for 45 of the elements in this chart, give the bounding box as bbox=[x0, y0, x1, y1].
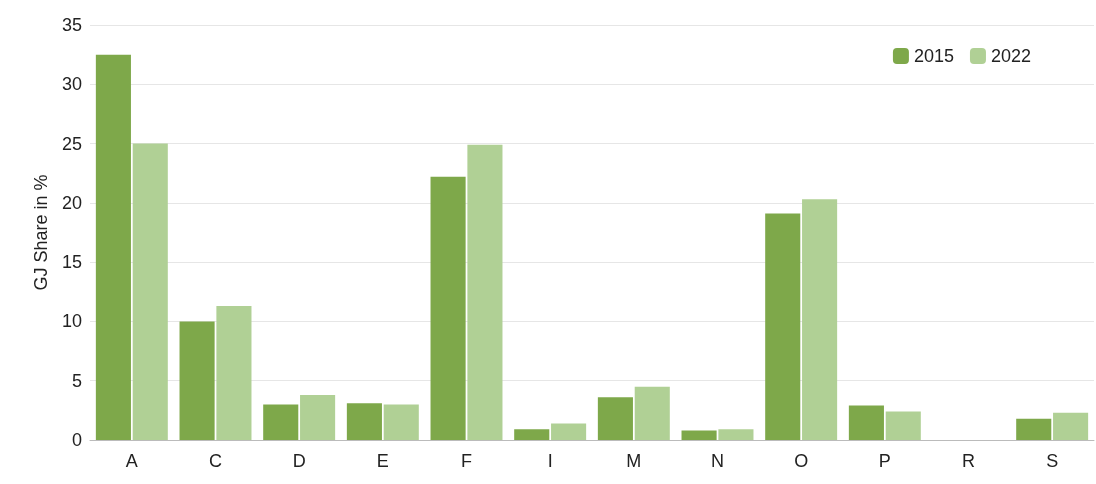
bar bbox=[132, 143, 168, 440]
y-tick-label: 10 bbox=[61, 311, 82, 332]
bar bbox=[467, 144, 503, 440]
bar bbox=[765, 213, 801, 440]
y-tick-label: 5 bbox=[71, 370, 82, 391]
bar bbox=[514, 429, 550, 440]
x-tick-label: S bbox=[1046, 451, 1059, 471]
bar bbox=[718, 429, 754, 440]
bar bbox=[430, 176, 466, 440]
bar bbox=[634, 386, 670, 440]
legend-label: 2022 bbox=[990, 46, 1031, 66]
bar bbox=[383, 404, 419, 440]
y-tick-label: 25 bbox=[61, 133, 82, 154]
x-tick-label: N bbox=[711, 451, 724, 471]
bar bbox=[597, 397, 633, 440]
bar bbox=[681, 430, 717, 440]
y-tick-label: 30 bbox=[61, 74, 82, 95]
y-tick-label: 35 bbox=[61, 15, 82, 35]
legend-label: 2015 bbox=[913, 46, 954, 66]
x-tick-label: C bbox=[209, 451, 222, 471]
bar bbox=[300, 394, 336, 440]
bar bbox=[263, 404, 299, 440]
x-tick-label: E bbox=[376, 451, 389, 471]
x-tick-label: M bbox=[626, 451, 642, 471]
x-tick-label: I bbox=[547, 451, 553, 471]
bar bbox=[848, 405, 884, 440]
x-tick-label: D bbox=[292, 451, 306, 471]
x-tick-label: P bbox=[878, 451, 891, 471]
bar bbox=[551, 423, 587, 440]
bar bbox=[216, 306, 252, 440]
bar bbox=[885, 411, 921, 440]
bar bbox=[802, 199, 838, 440]
x-tick-label: F bbox=[461, 451, 472, 471]
x-tick-label: O bbox=[794, 451, 809, 471]
y-tick-label: 15 bbox=[61, 252, 82, 273]
bar bbox=[179, 321, 215, 440]
x-tick-label: R bbox=[962, 451, 975, 471]
bar bbox=[95, 54, 131, 440]
bar bbox=[1016, 418, 1052, 440]
y-tick-label: 20 bbox=[61, 192, 82, 213]
y-tick-label: 0 bbox=[71, 430, 82, 450]
bar bbox=[1053, 412, 1089, 440]
x-tick-label: A bbox=[125, 451, 138, 471]
y-axis-title: GJ Share in % bbox=[31, 174, 51, 291]
bar bbox=[346, 403, 382, 440]
